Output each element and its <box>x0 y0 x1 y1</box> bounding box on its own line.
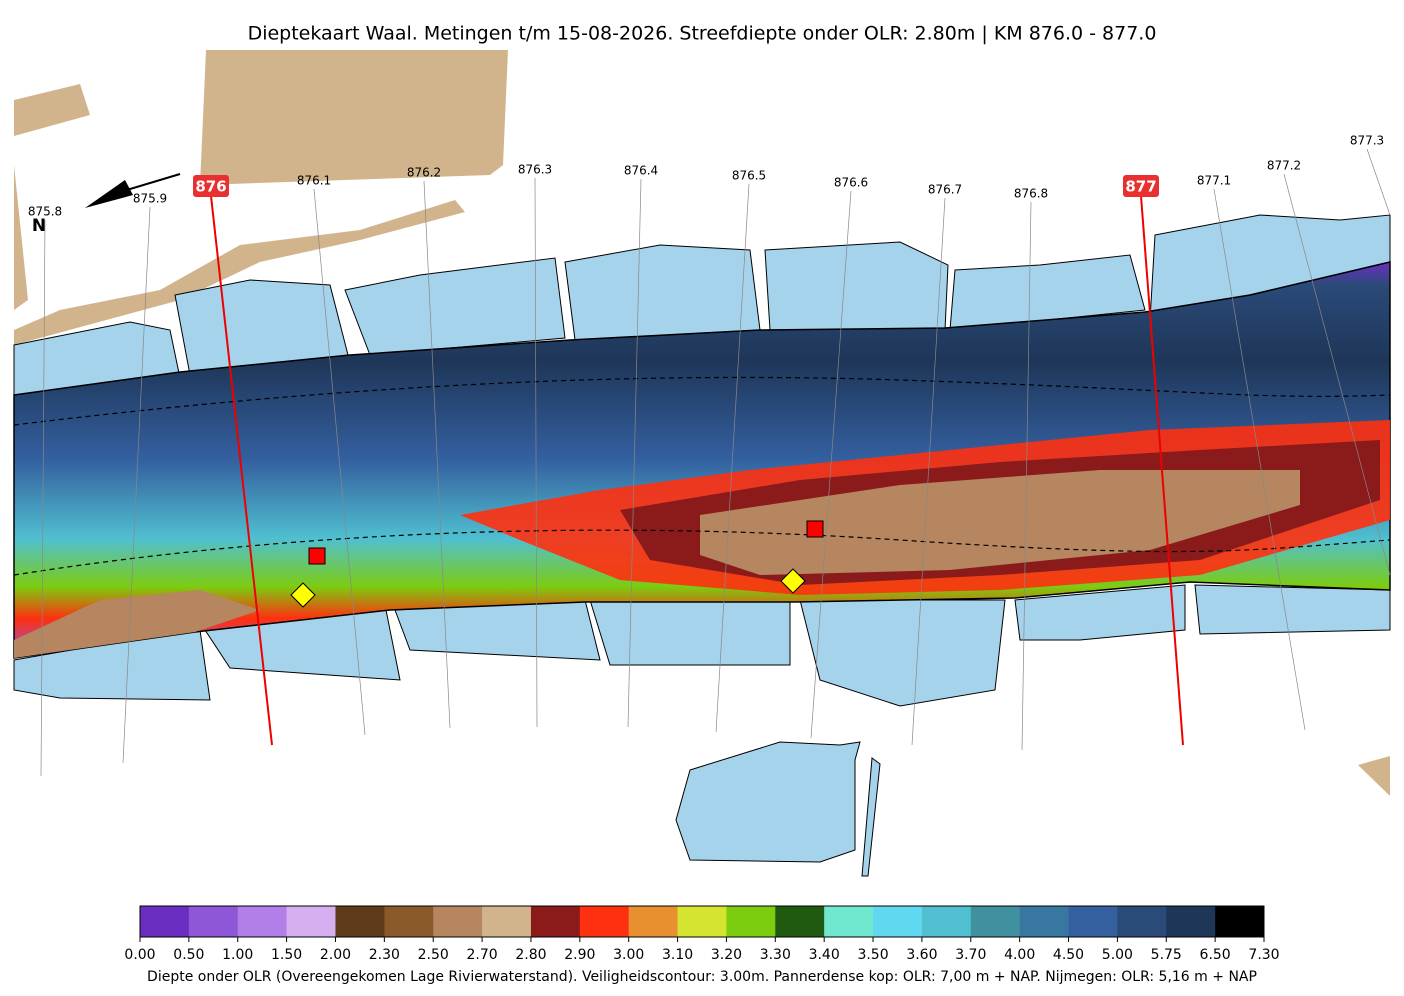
colorbar-caption: Diepte onder OLR (Overeengekomen Lage Ri… <box>147 969 1257 985</box>
km-label: 876.7 <box>928 183 962 197</box>
colorbar-tick-label: 3.20 <box>711 947 742 963</box>
colorbar-bin <box>1068 906 1118 937</box>
land <box>14 50 1390 796</box>
colorbar-bin <box>970 906 1020 937</box>
north-label: N <box>32 216 46 236</box>
km-major-line <box>210 195 273 746</box>
colorbar-bin <box>1166 906 1216 937</box>
km-line <box>423 180 451 729</box>
markers <box>290 520 824 608</box>
km-line <box>1213 188 1306 731</box>
colorbar-bin <box>140 906 190 937</box>
colorbar-tick-label: 2.50 <box>418 947 449 963</box>
colorbar-tick-label: 6.50 <box>1200 947 1231 963</box>
colorbar-bin <box>726 906 776 937</box>
km-line <box>810 190 852 739</box>
colorbar-tick-label: 5.00 <box>1102 947 1133 963</box>
km-label: 876.8 <box>1014 187 1048 201</box>
km-badge <box>193 175 229 197</box>
km-label: 876.6 <box>834 176 868 190</box>
colorbar-bin <box>286 906 336 937</box>
colorbar-bin <box>433 906 483 937</box>
colorbar-bin <box>1117 906 1167 937</box>
colorbar-tick-label: 2.80 <box>515 947 546 963</box>
colorbar-bin <box>530 906 581 937</box>
colorbar-tick-label: 3.10 <box>662 947 693 963</box>
km-line <box>1283 173 1391 576</box>
colorbar-tick-label: 0.00 <box>124 947 155 963</box>
km-line <box>1021 201 1032 751</box>
north-arrow: N <box>32 173 181 236</box>
colorbar-bin <box>335 906 385 937</box>
colorbar-bin <box>824 906 874 937</box>
km-markers: 875.8 875.9 876.1 876.2 876.3 876.4 876.5 876.6… <box>28 134 1391 777</box>
km-label: 875.8 <box>28 205 62 219</box>
km-line <box>1366 148 1391 216</box>
colorbar-tick-label: 2.70 <box>467 947 498 963</box>
km-line <box>627 178 642 728</box>
km-major-label: 876 <box>195 178 226 196</box>
km-line <box>40 219 46 777</box>
shoal-left <box>14 590 260 658</box>
colorbar-bin <box>921 906 972 937</box>
km-major-label: 877 <box>1125 178 1156 196</box>
colorbar-bin <box>579 906 629 937</box>
marker-square <box>308 547 326 565</box>
km-line <box>911 197 946 746</box>
km-label: 876.3 <box>518 163 552 177</box>
km-line <box>715 183 750 733</box>
colorbar-tick-label: 4.00 <box>1004 947 1035 963</box>
colorbar-tick-label: 5.75 <box>1151 947 1182 963</box>
km-badge <box>1123 175 1159 197</box>
colorbar-frame <box>139 905 1265 938</box>
colorbar-tick-label: 3.70 <box>955 947 986 963</box>
colorbar-tick-label: 4.50 <box>1053 947 1084 963</box>
colorbar-tick-label: 3.50 <box>857 947 888 963</box>
km-line <box>122 206 151 764</box>
colorbar-bin <box>628 906 678 937</box>
km-label: 877.3 <box>1350 134 1384 148</box>
colorbar-bin <box>677 906 727 937</box>
colorbar-bin <box>482 906 532 937</box>
km-label: 876.5 <box>732 169 766 183</box>
km-label: 876.1 <box>297 174 331 188</box>
colorbar-tick-label: 1.00 <box>222 947 253 963</box>
shoal-top <box>700 470 1300 575</box>
colorbar-bin <box>237 906 287 937</box>
marker-diamond <box>290 582 316 608</box>
km-line <box>313 188 366 736</box>
colorbar-tick-label: 3.40 <box>809 947 840 963</box>
colorbar-tick-label: 3.00 <box>613 947 644 963</box>
colorbar-tick-label: 7.30 <box>1248 947 1279 963</box>
colorbar-bin <box>873 906 923 937</box>
km-label: 876.2 <box>407 166 441 180</box>
colorbar-tick-label: 0.50 <box>173 947 204 963</box>
km-label: 875.9 <box>133 192 167 206</box>
km-major-line <box>1140 195 1184 746</box>
map-title: Dieptekaart Waal. Metingen t/m 15-08-202… <box>248 23 1157 45</box>
colorbar: 0.00 0.50 1.00 1.50 2.00 2.30 2.50 2.70 2.80 2.90… <box>124 905 1280 985</box>
km-label: 877.1 <box>1197 174 1231 188</box>
fairway-lines <box>13 376 1391 576</box>
colorbar-tick-label: 1.50 <box>271 947 302 963</box>
km-label: 877.2 <box>1267 159 1301 173</box>
km-label: 876.4 <box>624 164 658 178</box>
colorbar-bin <box>384 906 434 937</box>
colorbar-bin <box>1215 906 1265 937</box>
km-line <box>534 177 538 728</box>
colorbar-bin <box>188 906 239 937</box>
colorbar-tick-label: 2.90 <box>564 947 595 963</box>
colorbar-tick-label: 3.30 <box>760 947 791 963</box>
colorbar-tick-label: 2.00 <box>320 947 351 963</box>
marker-diamond <box>780 568 806 594</box>
colorbar-bin <box>775 906 825 937</box>
colorbar-bin <box>1019 906 1069 937</box>
colorbar-tick-label: 3.60 <box>906 947 937 963</box>
colorbar-tick-label: 2.30 <box>369 947 400 963</box>
marker-square <box>806 520 824 538</box>
